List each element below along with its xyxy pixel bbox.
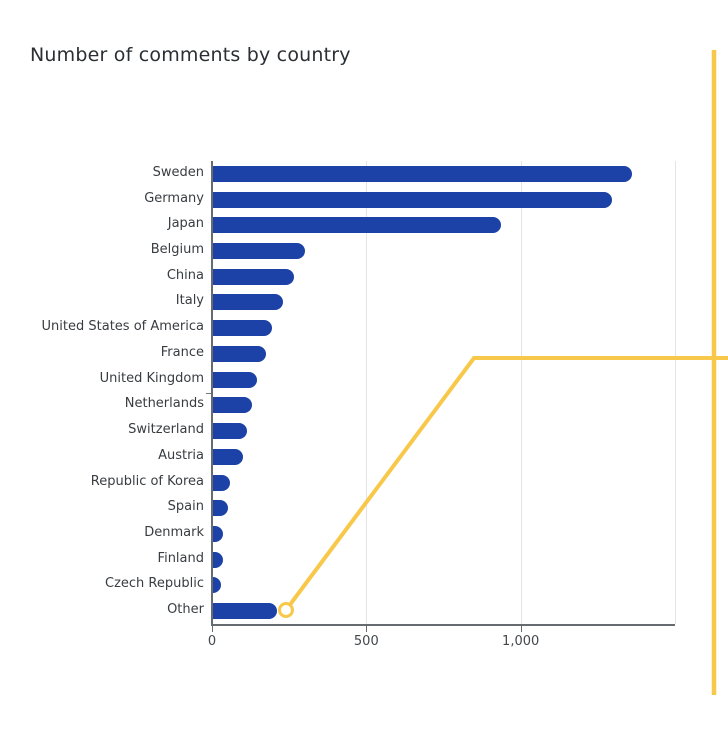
gridline: [675, 161, 676, 624]
bar[interactable]: [213, 345, 267, 362]
bar[interactable]: [213, 397, 253, 414]
bar[interactable]: [213, 603, 277, 620]
bar[interactable]: [213, 551, 223, 568]
bar[interactable]: [213, 525, 223, 542]
bar[interactable]: [213, 268, 294, 285]
category-label: Japan: [167, 216, 204, 232]
category-label: Czech Republic: [105, 576, 204, 592]
category-label: Spain: [167, 499, 204, 515]
x-axis-tick-label: 500: [353, 634, 379, 649]
bar[interactable]: [213, 448, 243, 465]
bar[interactable]: [213, 294, 283, 311]
category-label: Sweden: [152, 164, 204, 180]
category-label: United Kingdom: [99, 370, 204, 386]
x-axis-tick-label: 1,000: [502, 634, 540, 649]
bar[interactable]: [213, 217, 501, 234]
category-label: Belgium: [150, 242, 204, 258]
category-label: Finland: [157, 550, 204, 566]
bar[interactable]: [213, 165, 632, 182]
category-label: Switzerland: [128, 422, 204, 438]
category-label: Republic of Korea: [90, 473, 204, 489]
y-axis-minor-tick: [206, 393, 211, 394]
bar[interactable]: [213, 320, 273, 337]
category-label: France: [160, 344, 204, 360]
category-label: Germany: [144, 190, 204, 206]
y-axis-line: [211, 161, 213, 624]
x-axis-line: [211, 624, 675, 626]
chart-title: Number of comments by country: [30, 44, 351, 66]
x-axis-tick: [212, 626, 213, 632]
category-label: United States of America: [41, 319, 204, 335]
category-label: Italy: [175, 293, 204, 309]
category-label: Netherlands: [124, 396, 204, 412]
x-axis-tick: [520, 626, 522, 632]
bar[interactable]: [213, 191, 612, 208]
category-label: Other: [167, 602, 204, 618]
bar[interactable]: [213, 371, 257, 388]
bar[interactable]: [213, 243, 305, 260]
bar[interactable]: [213, 500, 229, 517]
category-label: Austria: [158, 447, 204, 463]
x-axis-tick-label: 0: [207, 634, 217, 649]
category-label: Denmark: [144, 524, 204, 540]
category-label: China: [166, 267, 204, 283]
gridline: [520, 161, 522, 624]
bar[interactable]: [213, 423, 248, 440]
bar[interactable]: [213, 474, 230, 491]
x-axis-tick: [366, 626, 368, 632]
bar[interactable]: [213, 577, 222, 594]
